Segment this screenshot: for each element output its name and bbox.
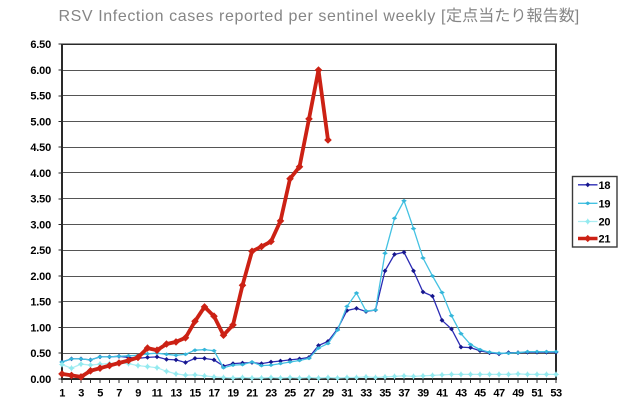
svg-text:7: 7 [116,388,122,400]
svg-text:18: 18 [599,180,611,192]
svg-text:25: 25 [284,388,296,400]
svg-text:6.00: 6.00 [30,65,51,77]
svg-text:4.50: 4.50 [30,142,51,154]
svg-text:31: 31 [341,388,353,400]
svg-text:]: ] [575,8,579,25]
svg-text:19: 19 [599,198,611,210]
svg-text:27: 27 [303,388,315,400]
svg-text:23: 23 [265,388,277,400]
svg-text:47: 47 [493,388,505,400]
svg-text:2.00: 2.00 [30,271,51,283]
svg-text:43: 43 [455,388,467,400]
svg-text:33: 33 [360,388,372,400]
svg-text:21: 21 [246,388,258,400]
svg-text:41: 41 [436,388,448,400]
svg-text:37: 37 [398,388,410,400]
svg-text:1.00: 1.00 [30,322,51,334]
svg-text:3.50: 3.50 [30,194,51,206]
svg-text:3: 3 [78,388,84,400]
svg-text:5.00: 5.00 [30,116,51,128]
svg-text:5.50: 5.50 [30,91,51,103]
svg-text:45: 45 [474,388,486,400]
svg-text:21: 21 [599,234,611,246]
svg-text:53: 53 [550,388,562,400]
svg-text:11: 11 [152,388,163,400]
svg-text:3.00: 3.00 [30,219,51,231]
svg-text:20: 20 [599,217,611,229]
svg-text:39: 39 [417,388,429,400]
svg-text:0.50: 0.50 [30,348,51,360]
svg-text:5: 5 [97,388,103,400]
svg-text:0.00: 0.00 [30,374,51,386]
svg-text:9: 9 [135,388,141,400]
svg-text:RSV Infection cases reported p: RSV Infection cases reported per sentine… [59,8,447,25]
svg-text:13: 13 [170,388,182,400]
svg-text:17: 17 [208,388,220,400]
svg-text:2.50: 2.50 [30,245,51,257]
svg-text:51: 51 [531,388,543,400]
svg-text:1: 1 [59,388,65,400]
svg-text:35: 35 [379,388,391,400]
svg-text:1.50: 1.50 [30,297,51,309]
svg-text:6.50: 6.50 [30,39,51,51]
svg-text:49: 49 [512,388,524,400]
svg-text:4.00: 4.00 [30,168,51,180]
svg-text:19: 19 [227,388,239,400]
svg-text:29: 29 [322,388,334,400]
svg-text:15: 15 [189,388,201,400]
